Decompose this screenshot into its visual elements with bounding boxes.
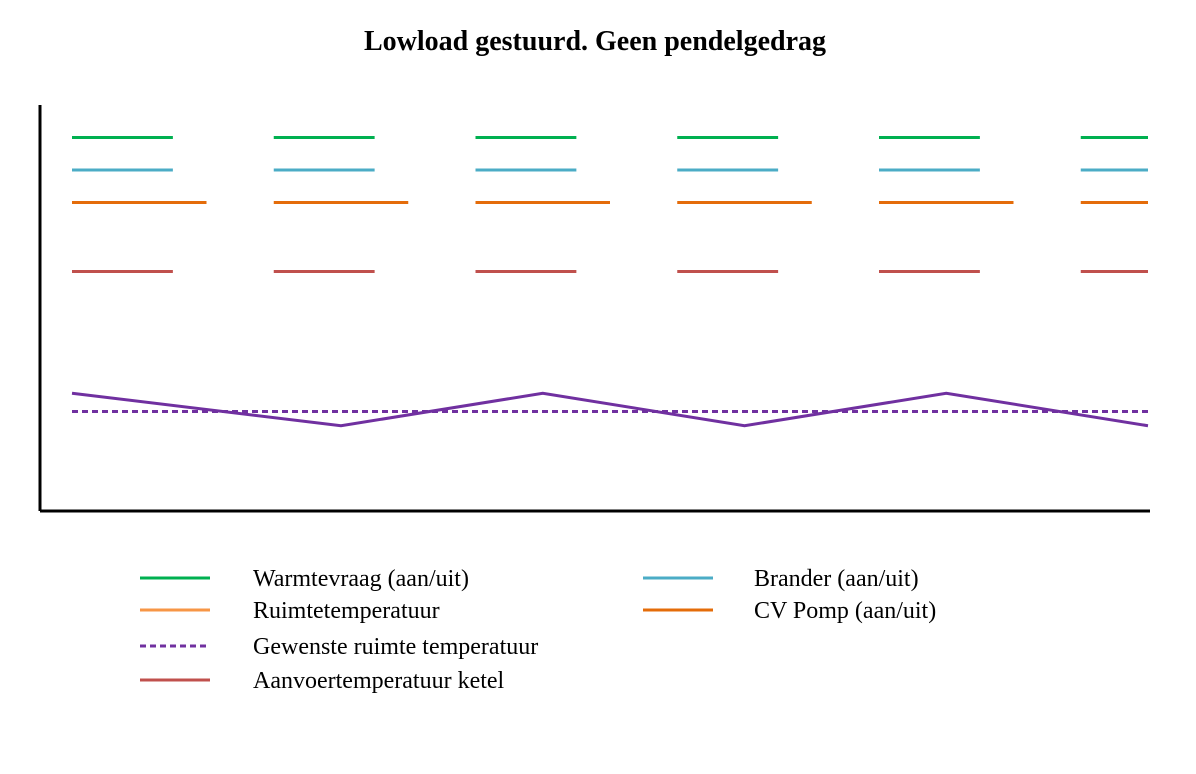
- legend-item-warmtevraag-aan-uit: Warmtevraag (aan/uit): [140, 566, 469, 592]
- legend-item-aanvoertemperatuur-ketel: Aanvoertemperatuur ketel: [140, 668, 505, 694]
- legend-item-gewenste-ruimte-temperatuur: Gewenste ruimte temperatuur: [140, 634, 538, 660]
- legend-label: Warmtevraag (aan/uit): [253, 566, 469, 592]
- legend-label: Aanvoertemperatuur ketel: [253, 668, 505, 694]
- legend-label: CV Pomp (aan/uit): [754, 598, 936, 624]
- legend-label: Ruimtetemperatuur: [253, 598, 440, 624]
- legend-item-cv-pomp-aan-uit: CV Pomp (aan/uit): [643, 598, 936, 624]
- plot-area: [71, 135, 1149, 428]
- legend: Warmtevraag (aan/uit) Brander (aan/uit) Ru…: [140, 566, 936, 694]
- legend-label: Brander (aan/uit): [754, 566, 919, 592]
- legend-label: Gewenste ruimte temperatuur: [253, 634, 538, 660]
- legend-item-ruimtetemperatuur: Ruimtetemperatuur: [140, 598, 440, 624]
- legend-item-brander-aan-uit: Brander (aan/uit): [643, 566, 919, 592]
- chart-title: Lowload gestuurd. Geen pendelgedrag: [364, 26, 826, 57]
- ruimtetemperatuur-line: [71, 391, 1149, 428]
